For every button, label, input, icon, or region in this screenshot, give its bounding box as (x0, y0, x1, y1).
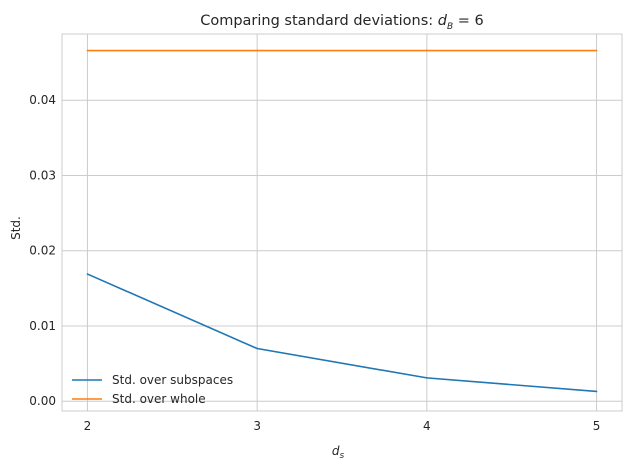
series-2-point (426, 49, 428, 52)
legend-label-2: Std. over whole (112, 392, 206, 406)
x-tick-label: 3 (253, 419, 261, 433)
series-1-point (256, 347, 258, 350)
y-tick-label: 0.04 (29, 93, 56, 107)
x-tick-label: 5 (593, 419, 601, 433)
xlabel-sub: s (339, 451, 344, 461)
y-tick-label: 0.01 (29, 319, 56, 333)
series-2-point (86, 49, 89, 52)
series-2-point (256, 49, 258, 52)
x-axis-label: ds (332, 444, 345, 461)
tick-labels: 2 3 4 5 0.00 0.01 0.02 0.03 0.04 (29, 93, 600, 433)
chart-title: Comparing standard deviations: dB = 6 (200, 13, 484, 32)
y-tick-label: 0.03 (29, 168, 56, 182)
y-axis-label: Std. (9, 216, 23, 240)
y-tick-label: 0.02 (29, 244, 56, 258)
series-line-1 (87, 273, 597, 393)
series-1-point (86, 273, 89, 275)
xlabel-base: d (332, 444, 340, 458)
x-tick-label: 2 (84, 419, 92, 433)
series-layer (86, 49, 598, 393)
series-2-point (595, 49, 598, 52)
y-tick-label: 0.00 (29, 394, 56, 408)
grid (62, 34, 622, 411)
series-1-point (595, 390, 598, 393)
title-math-suffix: = 6 (453, 13, 484, 29)
title-math-base: d (438, 13, 448, 29)
x-tick-label: 4 (423, 419, 431, 433)
plot-area-frame (61, 33, 623, 412)
legend-label-1: Std. over subspaces (112, 373, 233, 387)
legend: Std. over subspaces Std. over whole (72, 373, 233, 406)
title-math-sub: B (447, 22, 453, 32)
series-1-point (426, 377, 428, 379)
